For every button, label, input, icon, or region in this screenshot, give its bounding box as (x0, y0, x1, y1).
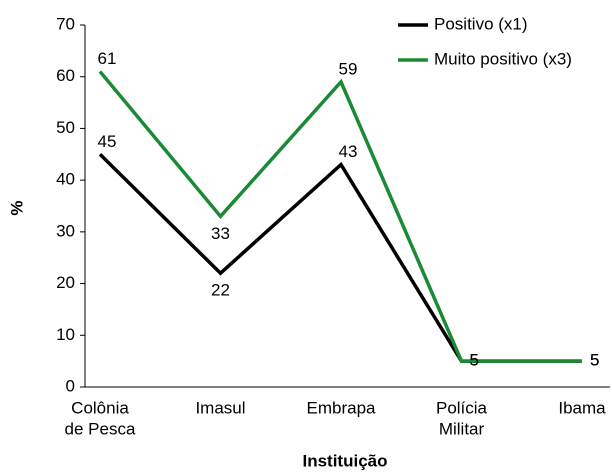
data-label: 5 (590, 351, 599, 370)
data-label: 43 (339, 142, 358, 161)
y-tick-label: 30 (56, 221, 75, 240)
y-axis-title: % (7, 200, 26, 215)
y-tick-label: 60 (56, 66, 75, 85)
y-tick-label: 40 (56, 170, 75, 189)
x-tick-label: Embrapa (307, 398, 377, 417)
data-label: 33 (211, 224, 230, 243)
y-tick-label: 10 (56, 325, 75, 344)
x-tick-label: Polícia (436, 398, 488, 417)
x-tick-label: Ibama (558, 398, 606, 417)
data-label: 61 (98, 49, 117, 68)
x-tick-label: Militar (439, 419, 485, 438)
y-tick-label: 20 (56, 273, 75, 292)
data-label: 5 (590, 351, 599, 370)
data-label: 5 (470, 351, 479, 370)
x-tick-label: de Pesca (65, 419, 136, 438)
legend-label: Positivo (x1) (434, 14, 528, 33)
line-series (98, 153, 582, 363)
data-label: 5 (470, 351, 479, 370)
x-axis-title: Instituição (302, 451, 387, 470)
line-series (98, 70, 582, 363)
data-label: 22 (211, 281, 230, 300)
x-tick-label: Imasul (195, 398, 245, 417)
y-tick-label: 70 (56, 14, 75, 33)
data-label: 59 (339, 59, 358, 78)
legend-label: Muito positivo (x3) (434, 49, 572, 68)
x-tick-label: Colônia (71, 398, 129, 417)
y-tick-label: 50 (56, 118, 75, 137)
data-label: 45 (98, 132, 117, 151)
y-tick-label: 0 (66, 376, 75, 395)
